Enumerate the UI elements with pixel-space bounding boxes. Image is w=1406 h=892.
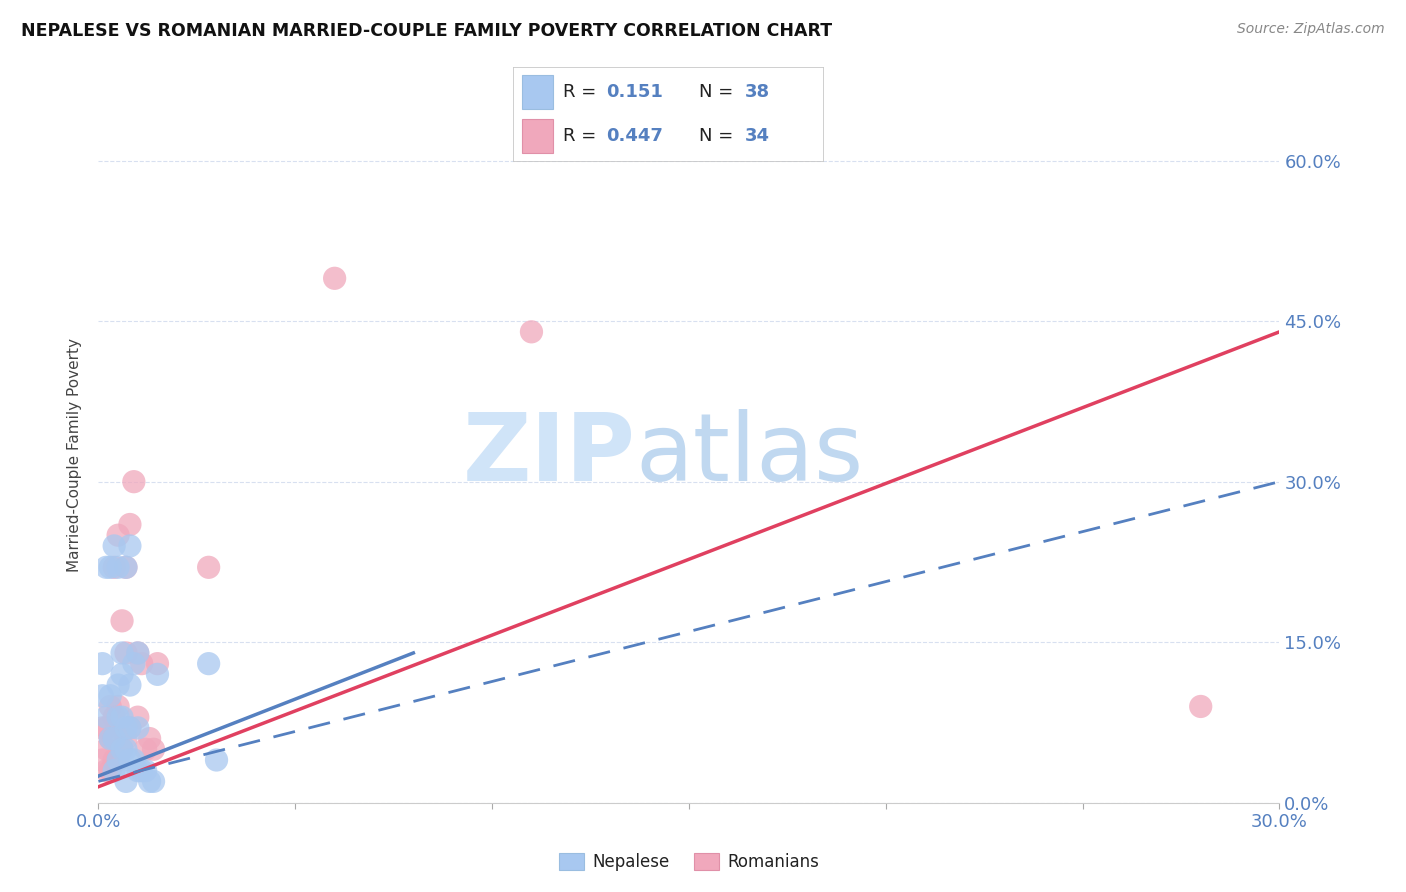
Point [118,721,141,735]
Text: N =: N = [699,128,733,145]
Text: R =: R = [562,128,596,145]
Bar [523,75,554,109]
Point [115,646,138,660]
Point [115,731,138,746]
Point [91,753,114,767]
Point [122,753,145,767]
Point [127,646,149,660]
Point [107,699,129,714]
Point [111,667,134,681]
Point [115,560,138,574]
Point [103,731,125,746]
Point [115,742,138,756]
Point [146,667,169,681]
Point [98,689,121,703]
Point [127,764,149,778]
Point [520,325,543,339]
Point [103,731,125,746]
Point [96,710,118,724]
Point [205,753,228,767]
Text: 0.447: 0.447 [606,128,662,145]
Text: 38: 38 [745,83,770,101]
Point [122,657,145,671]
Point [127,646,149,660]
Y-axis label: Married-Couple Family Poverty: Married-Couple Family Poverty [67,338,83,572]
Point [111,646,134,660]
Point [98,764,121,778]
Point [135,764,157,778]
Point [107,678,129,692]
Text: atlas: atlas [636,409,865,501]
Text: 0.151: 0.151 [606,83,662,101]
Text: 34: 34 [745,128,770,145]
Point [127,721,149,735]
Point [146,657,169,671]
Point [115,721,138,735]
Point [111,742,134,756]
Point [115,560,138,574]
Point [96,742,118,756]
Point [142,742,165,756]
Point [122,475,145,489]
Point [98,731,121,746]
Point [98,560,121,574]
Point [131,764,153,778]
Point [135,742,157,756]
Point [118,517,141,532]
Point [118,678,141,692]
Point [107,753,129,767]
Text: Source: ZipAtlas.com: Source: ZipAtlas.com [1237,22,1385,37]
Point [96,764,118,778]
Point [118,539,141,553]
Text: ZIP: ZIP [463,409,636,501]
Text: N =: N = [699,83,733,101]
Point [127,710,149,724]
Point [197,560,219,574]
Point [111,614,134,628]
Legend: Nepalese, Romanians: Nepalese, Romanians [553,847,825,878]
Point [96,721,118,735]
Point [91,689,114,703]
Point [91,721,114,735]
Point [1189,699,1212,714]
Point [103,764,125,778]
Point [197,657,219,671]
Point [107,710,129,724]
Point [107,753,129,767]
Point [111,710,134,724]
Point [138,731,160,746]
Point [103,560,125,574]
Point [96,560,118,574]
Point [107,528,129,542]
Point [131,657,153,671]
Point [98,699,121,714]
Text: NEPALESE VS ROMANIAN MARRIED-COUPLE FAMILY POVERTY CORRELATION CHART: NEPALESE VS ROMANIAN MARRIED-COUPLE FAMI… [21,22,832,40]
Point [323,271,346,285]
Point [103,753,125,767]
Point [118,721,141,735]
Text: R =: R = [562,83,596,101]
Point [103,710,125,724]
Bar [523,120,554,153]
Point [118,753,141,767]
Point [107,560,129,574]
Point [142,774,165,789]
Point [103,539,125,553]
Point [111,742,134,756]
Point [115,774,138,789]
Point [138,774,160,789]
Point [91,657,114,671]
Point [98,731,121,746]
